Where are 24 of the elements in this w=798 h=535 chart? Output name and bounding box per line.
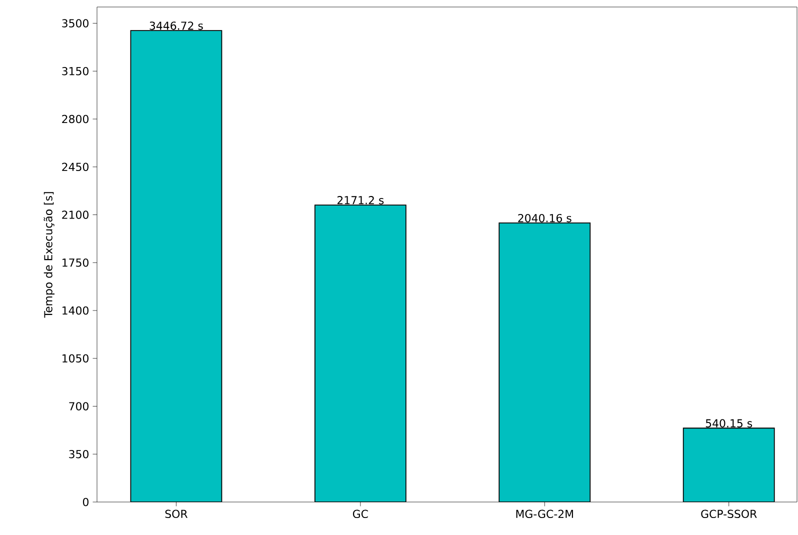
- y-tick-label: 0: [82, 498, 88, 506]
- x-tick-label: GCP-SSOR: [701, 510, 757, 518]
- x-tick-label: MG-GC-2M: [516, 510, 573, 518]
- y-tick-label: 1750: [62, 258, 88, 267]
- y-tick-label: 3150: [62, 67, 88, 76]
- y-axis-title: Tempo de Execução [s]: [44, 192, 54, 318]
- x-tick-label: GC: [352, 510, 368, 518]
- data-label: 540.15 s: [706, 419, 752, 428]
- y-tick-label: 2450: [62, 162, 88, 172]
- data-label: 3446.72 s: [150, 22, 203, 30]
- bar: [682, 428, 775, 502]
- y-tick-label: 1050: [62, 354, 88, 363]
- bar: [314, 204, 406, 502]
- y-tick-label: 700: [69, 402, 88, 410]
- bar: [498, 222, 591, 502]
- bar: [130, 30, 222, 502]
- data-label: 2040.16 s: [518, 214, 572, 222]
- y-tick-label: 1400: [62, 306, 88, 315]
- y-tick-label: 350: [69, 450, 88, 458]
- y-tick-label: 2100: [62, 210, 88, 219]
- data-label: 2171.2 s: [337, 196, 384, 204]
- y-tick-label: 2800: [62, 114, 88, 124]
- x-tick-label: SOR: [165, 510, 188, 518]
- y-tick-label: 3500: [62, 19, 88, 28]
